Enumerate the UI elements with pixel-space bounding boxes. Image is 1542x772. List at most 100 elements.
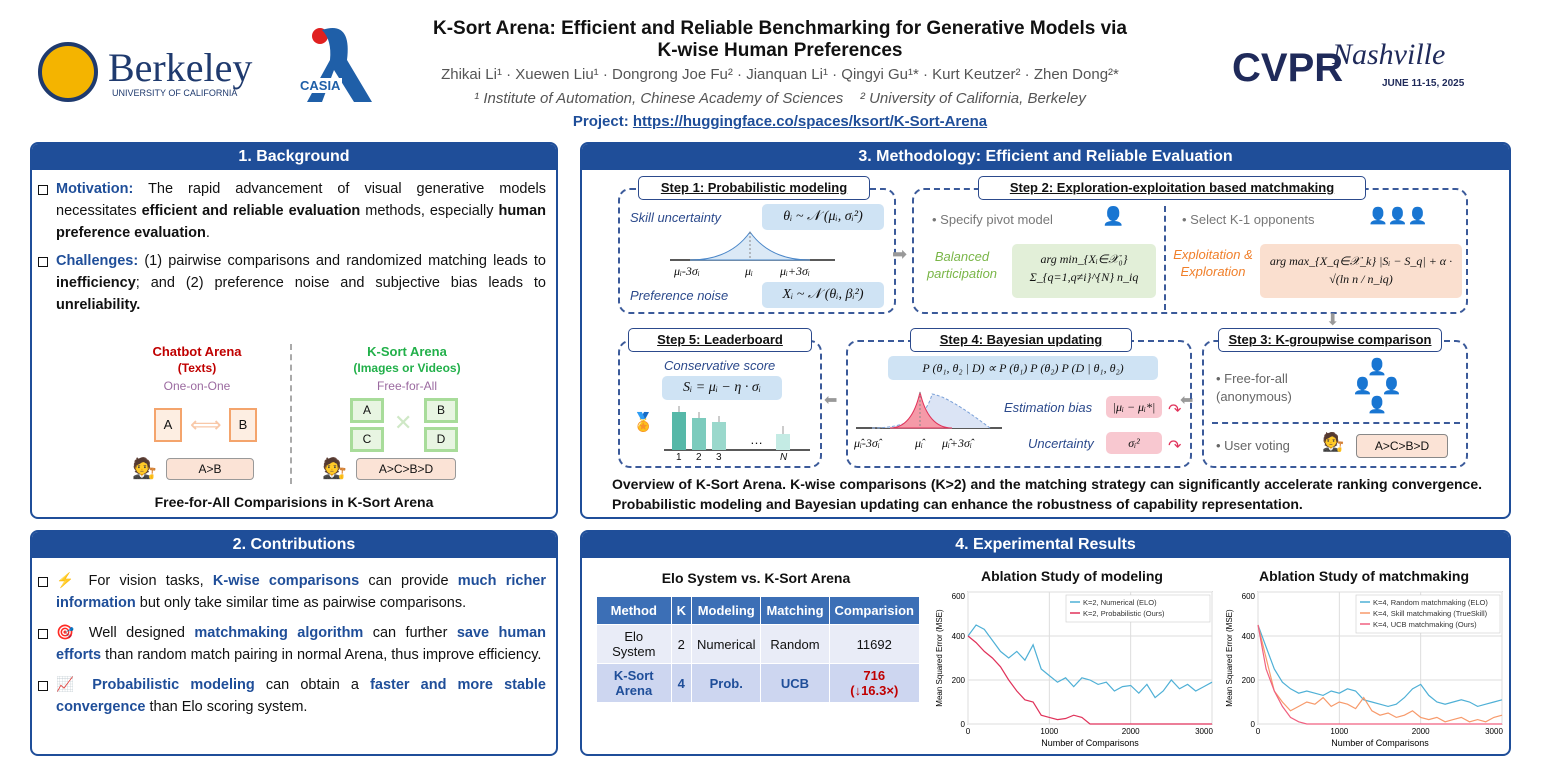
- contributions-title: 2. Contributions: [32, 532, 556, 558]
- axis-label-left: μᵢ-3σᵢ: [674, 264, 700, 278]
- voter-icon: 🧑‍⚖️: [322, 458, 347, 480]
- ksort-mode: Free-for-All: [376, 379, 437, 393]
- posterior-curves: [856, 391, 1002, 429]
- contributions-panel: 2. Contributions ⚡ For vision tasks, K-w…: [30, 530, 558, 756]
- challenges-bullet: Challenges: (1) pairwise comparisons and…: [32, 250, 546, 316]
- free-for-all-label: • Free-for-all (anonymous): [1216, 371, 1292, 404]
- image-d-icon: D: [424, 427, 458, 452]
- background-caption: Free-for-All Comparisions in K-Sort Aren…: [154, 494, 434, 510]
- chart2-title: Ablation Study of matchmaking: [1258, 568, 1469, 584]
- x-tick-label: 2000: [1122, 727, 1140, 736]
- cross-arrows-icon: ✕: [394, 410, 413, 435]
- legend-box: [1065, 594, 1211, 623]
- cvpr-logo: CVPR Nashville JUNE 11-15, 2025: [1232, 38, 1522, 104]
- y-tick-label: 400: [952, 632, 966, 641]
- uncertainty-label: Uncertainty: [1028, 436, 1094, 451]
- group-icon: 👤 👤 👤 👤: [1352, 359, 1402, 414]
- arena-comparison-figure: Chatbot Arena (Texts) One-on-One A ⟺ B 🧑‍⚖…: [32, 344, 556, 486]
- decrease-arrow-icon: ↷: [1168, 402, 1182, 419]
- gaussian-curve: [670, 231, 835, 261]
- leaderboard-bars: [664, 406, 810, 451]
- series-line: [967, 635, 1212, 725]
- motivation-bullet: Motivation: The rapid advancement of vis…: [32, 178, 546, 244]
- x-axis-label: Number of Comparisons: [1041, 738, 1139, 748]
- x-tick-label: 0: [1256, 727, 1261, 736]
- conservative-score-label: Conservative score: [664, 358, 776, 373]
- methodology-caption: Overview of K-Sort Arena. K-wise compari…: [612, 476, 1482, 512]
- y-tick-label: 0: [1251, 720, 1256, 729]
- table-row: K-Sort Arena 4 Prob. UCB 716 (↓16.3×): [596, 663, 921, 703]
- berkeley-wordmark: Berkeley: [108, 45, 253, 90]
- preference-noise-label: Preference noise: [630, 288, 729, 303]
- x-tick-label: 3000: [1485, 727, 1503, 736]
- project-url-link[interactable]: https://huggingface.co/spaces/ksort/K-So…: [632, 113, 988, 130]
- leaderboard-tick: 1: [676, 452, 682, 463]
- results-panel: 4. Experimental Results Elo System vs. K…: [580, 530, 1511, 756]
- estimation-bias-label: Estimation bias: [1004, 400, 1093, 415]
- chart-icon: 📈: [56, 677, 82, 693]
- y-tick-label: 600: [1242, 592, 1256, 601]
- arrow-right-icon: ➡: [892, 244, 908, 264]
- image-c-icon: C: [350, 427, 384, 452]
- column-header: K: [670, 596, 692, 625]
- step2-title: Step 2: Exploration-exploitation based m…: [978, 176, 1366, 200]
- series-line: [1257, 624, 1503, 708]
- authors: Zhikai Li¹ · Xuewen Liu¹ · Dongrong Joe …: [441, 66, 1119, 83]
- arrow-left-icon: ⬅: [824, 392, 838, 409]
- x-tick-label: 1000: [1330, 727, 1348, 736]
- skill-uncertainty-label: Skill uncertainty: [630, 210, 722, 225]
- opponents-icon: 👤👤👤: [1368, 208, 1428, 225]
- results-title: 4. Experimental Results: [582, 532, 1509, 558]
- table-row: Elo System 2 Numerical Random 11692: [596, 624, 921, 664]
- x-tick-label: 2000: [1412, 727, 1430, 736]
- image-b-icon: B: [424, 398, 458, 423]
- y-tick-label: 600: [952, 592, 966, 601]
- chatbot-mode: One-on-One: [163, 379, 231, 393]
- leaderboard-tick: 3: [716, 452, 722, 463]
- legend-label: K=4, Random matchmaking (ELO): [1373, 598, 1488, 607]
- y-axis-label: Mean Squared Error (MSE): [935, 609, 944, 707]
- methodology-title: 3. Methodology: Efficient and Reliable E…: [582, 144, 1509, 170]
- pivot-model-icon: 👤: [1102, 206, 1125, 226]
- balanced-formula: arg min_{Xᵢ∈𝒳₀} Σ_{q=1,q≠i}^{N} n_iq: [1012, 244, 1156, 298]
- legend-label: K=2, Probabilistic (Ours): [1083, 609, 1165, 618]
- step3-title: Step 3: K-groupwise comparison: [1218, 328, 1442, 352]
- uncertainty-formula: σᵢ²: [1106, 432, 1162, 454]
- voting-result: A>C>B>D: [1356, 434, 1448, 458]
- voter-icon: 🧑‍⚖️: [1322, 432, 1345, 452]
- ksort-title: K-Sort Arena: [367, 344, 447, 359]
- chatbot-title: Chatbot Arena: [152, 344, 242, 359]
- opponents-label: • Select K-1 opponents: [1182, 212, 1315, 227]
- image-a-icon: A: [350, 398, 384, 423]
- x-tick-label: 0: [966, 727, 971, 736]
- background-panel: 1. Background Motivation: The rapid adva…: [30, 142, 558, 519]
- bayes-formula: P (θ₁, θ₂ | D) ∝ P (θ₁) P (θ₂) P (D | θ₁…: [888, 356, 1158, 380]
- arrow-down-icon: ⬇: [1326, 312, 1340, 329]
- casia-logo: CASIA: [292, 20, 377, 105]
- y-tick-label: 200: [952, 676, 966, 685]
- y-axis-label: Mean Squared Error (MSE): [1225, 609, 1234, 707]
- bayes-axis-right: μ̂ᵢ+3σ̂ᵢ: [942, 436, 972, 450]
- legend-box: [1355, 594, 1501, 634]
- chart1-title: Ablation Study of modeling: [981, 568, 1163, 584]
- exploration-label: Exploitation & Exploration: [1173, 247, 1253, 279]
- pref-formula: Xᵢ ~ 𝒩 (θᵢ, βᵢ²): [762, 282, 884, 308]
- voter-icon: 🧑‍⚖️: [132, 458, 157, 480]
- legend-label: K=4, UCB matchmaking (Ours): [1373, 620, 1477, 629]
- doc-b-icon: B: [229, 408, 257, 442]
- y-tick-label: 0: [961, 720, 966, 729]
- affiliations: ¹ Institute of Automation, Chinese Acade…: [474, 90, 1086, 107]
- chatbot-sub: (Texts): [177, 361, 217, 375]
- column-header: Modeling: [690, 596, 762, 625]
- balanced-label: Balanced participation: [926, 249, 998, 281]
- ksort-result: A>C>B>D: [356, 458, 456, 480]
- berkeley-logo: Berkeley UNIVERSITY OF CALIFORNIA: [38, 42, 268, 102]
- legend-label: K=4, Skill matchmaking (TrueSkill): [1373, 609, 1488, 618]
- leaderboard-tick: 2: [696, 452, 702, 463]
- y-tick-label: 200: [1242, 676, 1256, 685]
- ksort-sub: (Images or Videos): [353, 361, 461, 375]
- poster-title: K-Sort Arena: Efficient and Reliable Ben…: [432, 18, 1128, 61]
- column-header: Comparision: [828, 596, 921, 625]
- methodology-panel: 3. Methodology: Efficient and Reliable E…: [580, 142, 1511, 519]
- project-link: Project: https://huggingface.co/spaces/k…: [572, 113, 988, 130]
